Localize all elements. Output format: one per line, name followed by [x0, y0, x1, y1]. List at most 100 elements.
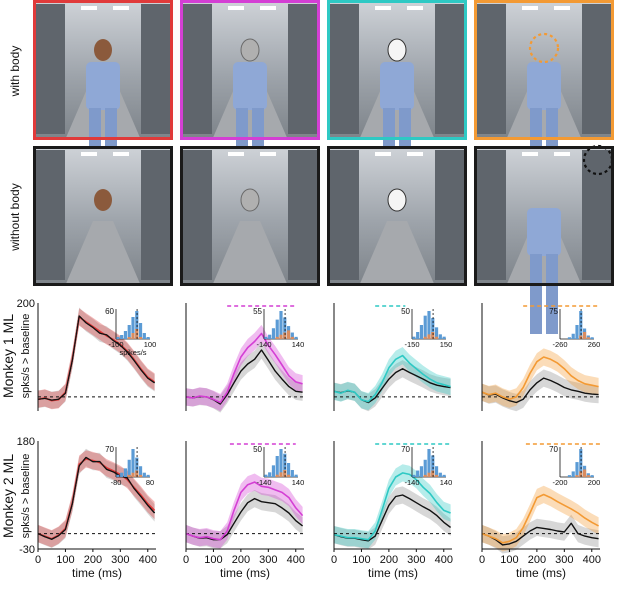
series-line-with-body: [481, 356, 599, 401]
inset-bar: [123, 468, 128, 477]
inset-bar-highlight: [283, 332, 287, 339]
inset-tick-label: 140: [292, 478, 305, 487]
error-band-with-body: [334, 347, 451, 411]
inset-bar: [427, 311, 431, 339]
inset-histogram: 55 -140 140: [253, 307, 304, 349]
inset-bar-highlight: [290, 336, 294, 339]
chart-panel-r1-c2: 55 -140 140: [185, 303, 304, 413]
inset-bar: [146, 474, 150, 477]
inset-bar: [575, 462, 579, 477]
inset-bar: [427, 449, 431, 477]
ceiling-light: [407, 152, 423, 156]
error-band-without-body: [334, 486, 451, 550]
ceiling-light: [113, 152, 129, 156]
inset-bar-highlight: [582, 469, 587, 477]
inset-tick-label: -100: [108, 340, 123, 349]
inset-bar-highlight: [279, 472, 283, 477]
x-axis-label: time (ms): [72, 566, 122, 580]
stimulus-photo-grid: with body without body: [8, 0, 614, 334]
inset-bar-highlight: [579, 471, 583, 477]
photo-tile-r2-c3: [327, 146, 467, 286]
x-tick-label: 400: [139, 554, 157, 566]
x-tick-label: 400: [583, 554, 601, 566]
ceiling-light: [407, 6, 423, 10]
cage-rack-left: [35, 4, 65, 134]
cage-rack-right: [582, 4, 612, 134]
ceiling-light: [375, 6, 391, 10]
inset-bar: [283, 317, 287, 339]
series-line-with-body: [185, 481, 304, 541]
inset-bar: [423, 315, 427, 339]
chart-panel-r2-c1: 0 100 200 300 400 time (ms) 180 -30 70 -80 80: [17, 436, 157, 580]
x-tick-label: 0: [183, 554, 189, 566]
x-axis-label: time (ms): [368, 566, 418, 580]
inset-bar: [275, 319, 279, 339]
photo-frame: [327, 0, 467, 140]
x-tick-label: 100: [352, 554, 370, 566]
series-line-without-body: [481, 522, 599, 546]
inset-bar: [264, 336, 268, 339]
person-leg: [546, 254, 558, 334]
inset-bar: [268, 472, 272, 477]
cage-rack-left: [476, 4, 506, 134]
cage-rack-left: [35, 150, 65, 280]
row-label-with-body: with body: [8, 46, 22, 98]
inset-bar: [416, 332, 420, 339]
inset-bar-highlight: [138, 474, 143, 477]
ceiling-light: [260, 152, 276, 156]
x-tick-label: 300: [555, 554, 573, 566]
photo-tile-r1-c3: [327, 0, 467, 188]
y-axis-label-row-2: spks/s > baseline: [20, 454, 32, 539]
series-line-without-body: [185, 497, 304, 541]
inset-bar: [571, 333, 575, 339]
inset-unit-label: spikes/s: [119, 348, 146, 357]
inset-bar: [567, 475, 572, 477]
y-tick-label: 200: [17, 298, 35, 310]
inset-bar: [131, 317, 135, 339]
dashed-face-region: [528, 32, 560, 64]
inset-bar-highlight: [575, 475, 579, 477]
inset-bar: [286, 463, 291, 477]
inset-bar-highlight: [427, 472, 431, 477]
cage-rack-left: [182, 4, 212, 134]
inset-bar: [290, 332, 294, 339]
person-torso: [380, 62, 414, 110]
cage-rack-right: [582, 150, 612, 280]
photo-tile-r1-c2: [180, 0, 320, 188]
x-tick-label: 0: [479, 554, 485, 566]
series-line-without-body-overlay: [37, 456, 156, 540]
error-band-with-body: [482, 485, 599, 552]
ceiling-light: [81, 152, 97, 156]
inset-tick-label: 100: [144, 340, 157, 349]
inset-tick-label: 80: [146, 478, 154, 487]
inset-bar-highlight: [131, 333, 135, 339]
inset-bar-highlight: [423, 336, 427, 339]
inset-ymax-label: 75: [549, 307, 558, 316]
person-torso: [527, 208, 561, 256]
x-tick-label: 0: [35, 554, 41, 566]
inset-bar-highlight: [582, 332, 587, 339]
inset-tick-label: 140: [440, 478, 453, 487]
inset-bar: [268, 334, 272, 339]
inset-histogram: 70 -140 140: [401, 445, 452, 487]
ceiling-light: [522, 6, 538, 10]
inset-histogram: 50 -140 140: [253, 445, 304, 487]
row-label-without-body: without body: [8, 183, 22, 251]
cage-rack-right: [141, 150, 171, 280]
inset-bar: [120, 335, 124, 339]
ceiling-light: [554, 6, 570, 10]
series-line-with-body: [333, 354, 451, 403]
chart-panel-r1-c4: 75 -260 260: [481, 303, 600, 412]
inset-bar: [438, 472, 442, 477]
inset-ymax-label: 70: [105, 445, 114, 454]
series-line-without-body: [481, 377, 599, 404]
photo-tile-r2-c1: [33, 146, 173, 286]
inset-bar: [590, 475, 594, 477]
cage-rack-left: [329, 4, 359, 134]
inset-ymax-label: 70: [401, 445, 410, 454]
x-tick-label: 200: [84, 554, 102, 566]
inset-bar: [575, 325, 579, 339]
ceiling-light: [260, 6, 276, 10]
cage-rack-left: [476, 150, 506, 280]
inset-bar: [120, 472, 124, 477]
